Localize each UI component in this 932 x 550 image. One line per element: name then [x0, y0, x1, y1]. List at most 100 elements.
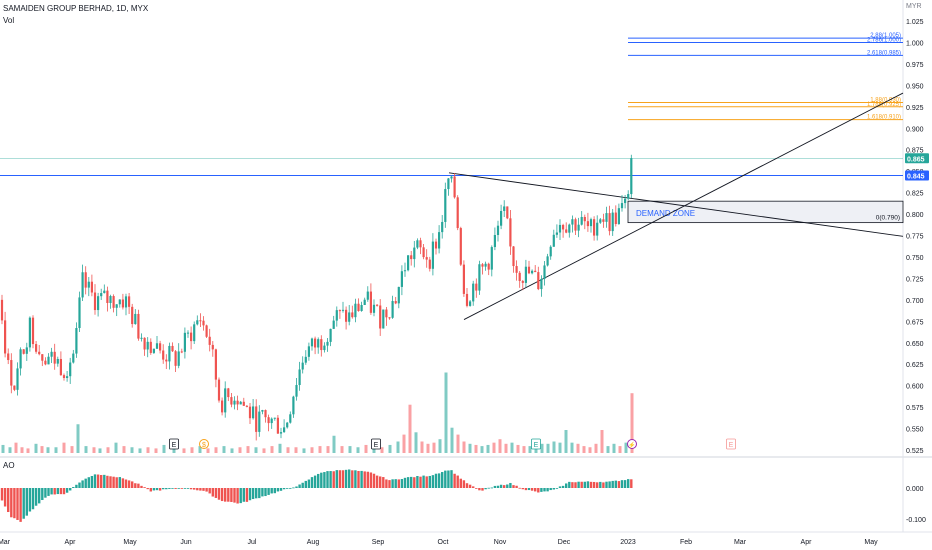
candle-body	[165, 359, 168, 362]
candle-body	[115, 304, 118, 308]
candle-body	[617, 208, 620, 225]
candle-body	[140, 337, 143, 339]
ao-bar	[56, 488, 59, 495]
ao-bar	[62, 488, 66, 495]
volume-bar	[356, 447, 360, 453]
candle-body	[47, 356, 50, 365]
ao-bar	[617, 481, 621, 488]
volume-bar	[146, 447, 150, 453]
candle-body	[552, 234, 555, 247]
ao-bar	[310, 477, 314, 488]
ao-bar	[577, 481, 580, 488]
ao-bar	[484, 488, 487, 490]
volume-bar	[522, 446, 526, 453]
earnings-marker-label: E	[729, 442, 734, 449]
ao-bar	[261, 488, 264, 497]
ao-bar	[540, 488, 543, 492]
candle-body	[624, 198, 627, 204]
ao-bar	[317, 473, 320, 488]
volume-bar	[510, 442, 514, 453]
ao-bar	[614, 480, 617, 488]
volume-bar	[54, 447, 58, 453]
split-marker-label: ⚡	[628, 441, 635, 449]
ao-bar	[205, 488, 208, 492]
volume-bar	[540, 443, 544, 453]
candle-body	[571, 219, 574, 225]
candle-body	[224, 388, 227, 413]
ao-bar	[53, 488, 56, 495]
volume-bar	[122, 446, 126, 453]
ao-bar	[217, 488, 221, 500]
candle-body	[230, 397, 233, 405]
ao-bar	[276, 488, 280, 492]
ao-bar	[543, 488, 546, 492]
time-tick-label: Nov	[494, 539, 507, 546]
ao-bar	[103, 474, 106, 488]
demand-zone[interactable]: DEMAND ZONE 0(0.790)	[627, 200, 904, 224]
volume-bar	[444, 372, 448, 453]
candle-body	[326, 341, 329, 346]
ao-bar	[475, 488, 478, 489]
volume-bar	[326, 446, 330, 453]
price-axis[interactable]: MYR1.0251.0000.9750.9500.9250.9000.8750.…	[905, 3, 929, 524]
volume-bar	[206, 448, 210, 453]
candle-body	[301, 362, 304, 370]
ao-bar	[158, 488, 162, 491]
ao-bar	[31, 488, 35, 510]
event-markers[interactable]: E $ E E ⚡ E	[169, 438, 736, 450]
candle-body	[369, 291, 372, 313]
ao-bar	[496, 485, 500, 488]
ao-bar	[69, 488, 72, 491]
ao-bar	[180, 488, 183, 489]
candle-body	[93, 292, 97, 311]
resistance-tag	[905, 170, 929, 181]
ao-bar	[437, 473, 441, 488]
price-tick-label: 0.800	[906, 212, 924, 219]
ao-bar	[220, 488, 224, 502]
volume-bar	[26, 448, 30, 453]
candle-body	[211, 344, 214, 350]
candle-body	[363, 299, 366, 306]
candle-body	[397, 286, 400, 304]
candle-body	[345, 309, 348, 322]
volume-label[interactable]: Vol	[3, 16, 15, 25]
candle-body	[103, 290, 106, 294]
candle-body	[7, 353, 10, 361]
ao-label[interactable]: AO	[3, 461, 15, 470]
price-tick-label: 0.550	[906, 427, 924, 434]
volume-bar	[588, 447, 592, 453]
ao-bar	[472, 486, 475, 488]
volume-bar	[270, 446, 274, 453]
candle-body	[84, 272, 87, 288]
ao-bar	[422, 475, 425, 488]
time-axis[interactable]: Mar Apr May Jun Jul Aug Sep Oct Nov Dec 2023 Feb Mar…	[0, 539, 878, 546]
ao-bar	[344, 469, 348, 488]
candle-body	[233, 400, 236, 405]
ao-bar	[403, 477, 407, 488]
trendlines[interactable]	[448, 92, 904, 320]
candle-body	[416, 240, 419, 248]
ao-bar	[264, 488, 267, 497]
ao-bar	[527, 488, 531, 491]
ao-bar	[19, 488, 22, 522]
symbol-title[interactable]: SAMAIDEN GROUP BERHAD, 1D, MYX	[3, 4, 149, 13]
ao-bar	[406, 477, 410, 488]
candle-body	[354, 303, 357, 318]
candle-body	[438, 232, 441, 249]
candle-body	[100, 293, 103, 297]
ao-bar	[87, 477, 90, 488]
ao-bar	[481, 488, 484, 491]
volume-bar	[570, 442, 574, 453]
ao-bar	[561, 485, 565, 488]
volume-bar	[40, 446, 44, 453]
volume-bar	[492, 442, 496, 453]
ao-bar	[146, 488, 149, 490]
candle-body	[78, 297, 81, 329]
ao-bar	[521, 488, 524, 490]
ao-bar	[506, 484, 509, 488]
candle-body	[475, 283, 478, 291]
volume-bar	[528, 446, 532, 453]
ao-bar	[490, 487, 493, 489]
ao-bar	[0, 488, 4, 501]
